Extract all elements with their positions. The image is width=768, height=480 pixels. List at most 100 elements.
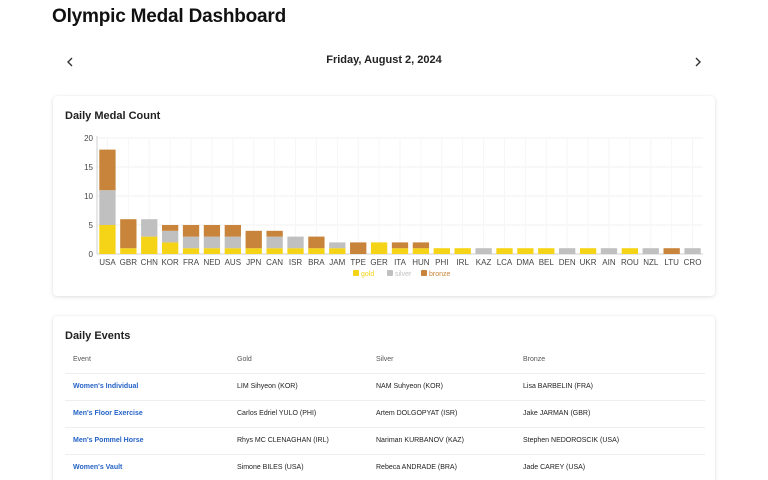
medal-chart-card: Daily Medal Count 0 5 10 15 20 USA GBR CHN KOR FR… (53, 96, 715, 296)
bar-silver (329, 242, 346, 249)
x-tick-label: KOR (161, 258, 179, 267)
bar-bronze (182, 225, 200, 237)
x-tick-label: LCA (497, 258, 513, 267)
legend-swatch (353, 270, 359, 276)
x-tick-label: KAZ (476, 258, 492, 267)
events-table-header: Event Gold Silver Bronze (65, 346, 705, 374)
silver-winner: NAM Suhyeon (KOR) (368, 373, 515, 401)
chevron-left-icon[interactable] (58, 50, 82, 74)
bronze-winner: Lisa BARBELIN (FRA) (515, 373, 705, 401)
table-row: Women's Vault Simone BILES (USA) Rebeca … (65, 454, 705, 480)
x-tick-label: LTU (664, 258, 679, 267)
bar-gold (621, 248, 639, 254)
bar-gold (496, 248, 513, 254)
chart-card-title: Daily Medal Count (65, 110, 161, 122)
bar-gold (287, 248, 304, 254)
legend-swatch (387, 270, 393, 276)
bar-silver (475, 248, 492, 254)
bar-gold (266, 248, 283, 254)
bar-gold (538, 248, 555, 254)
bar-bronze (120, 219, 137, 249)
y-tick-label: 0 (89, 250, 94, 259)
bar-bronze (663, 248, 680, 254)
column-header-silver: Silver (368, 346, 515, 374)
x-tick-label: JAM (329, 258, 345, 267)
event-link[interactable]: Men's Pommel Horse (65, 427, 229, 455)
x-tick-label: DEN (559, 258, 576, 267)
x-tick-label: NZL (643, 258, 659, 267)
bar-gold (308, 248, 325, 254)
gold-winner: Rhys MC CLENAGHAN (IRL) (229, 427, 368, 455)
legend-label: bronze (429, 271, 451, 278)
x-tick-label: CRO (684, 258, 702, 267)
y-tick-label: 5 (89, 221, 94, 230)
bar-bronze (224, 225, 241, 237)
legend-label: gold (361, 271, 374, 278)
bar-gold (454, 248, 471, 254)
x-tick-label: AUS (225, 258, 241, 267)
silver-winner: Rebeca ANDRADE (BRA) (368, 454, 515, 480)
bar-bronze (99, 149, 116, 191)
bar-gold (245, 248, 262, 254)
y-tick-label: 20 (84, 134, 93, 143)
bar-gold (182, 248, 200, 254)
bar-gold (141, 236, 158, 254)
legend-swatch (421, 270, 427, 276)
x-tick-label: TPE (350, 258, 366, 267)
x-tick-label: USA (99, 258, 116, 267)
bar-silver (224, 236, 241, 249)
bar-bronze (350, 242, 367, 254)
table-row: Women's Individual LIM Sihyeon (KOR) NAM… (65, 373, 705, 401)
bar-silver (559, 248, 576, 254)
x-tick-label: DMA (516, 258, 534, 267)
bar-silver (600, 248, 618, 254)
page-title: Olympic Medal Dashboard (52, 6, 287, 27)
x-tick-label: CHN (141, 258, 159, 267)
x-tick-label: ROU (621, 258, 639, 267)
table-row: Men's Pommel Horse Rhys MC CLENAGHAN (IR… (65, 427, 705, 455)
bar-gold (433, 248, 450, 254)
bar-bronze (203, 225, 221, 237)
bar-gold (579, 248, 597, 254)
column-header-bronze: Bronze (515, 346, 705, 374)
bar-gold (224, 248, 241, 254)
event-link[interactable]: Women's Individual (65, 373, 229, 401)
x-tick-label: GBR (120, 258, 138, 267)
x-tick-label: GER (370, 258, 388, 267)
x-tick-label: BEL (539, 258, 555, 267)
bar-silver (182, 236, 200, 249)
y-tick-label: 15 (84, 163, 93, 172)
date-navigator: Friday, August 2, 2024 (52, 50, 716, 74)
bar-gold (391, 248, 409, 254)
x-tick-label: IRL (456, 258, 469, 267)
gold-winner: Carlos Edriel YULO (PHI) (229, 400, 368, 428)
bar-bronze (266, 230, 283, 237)
bar-gold (120, 248, 137, 254)
y-tick-label: 10 (84, 192, 93, 201)
bar-silver (161, 230, 179, 243)
events-table: Event Gold Silver Bronze Women's Individ… (65, 346, 705, 480)
table-row: Men's Floor Exercise Carlos Edriel YULO … (65, 400, 705, 428)
medal-count-chart: 0 5 10 15 20 USA GBR CHN KOR FRA NED AUS JPN CAN ISR BR… (84, 134, 703, 278)
bar-bronze (308, 236, 325, 249)
bar-bronze (161, 225, 179, 231)
event-link[interactable]: Men's Floor Exercise (65, 400, 229, 428)
x-tick-label: HUN (412, 258, 430, 267)
bar-silver (684, 248, 701, 254)
x-tick-label: BRA (308, 258, 325, 267)
bar-gold (99, 225, 116, 254)
x-tick-label: UKR (580, 258, 597, 267)
bar-gold (203, 248, 221, 254)
legend-label: silver (395, 271, 412, 278)
bar-bronze (391, 242, 409, 249)
column-header-gold: Gold (229, 346, 368, 374)
daily-events-card: Daily Events Event Gold Silver Bronze Wo… (53, 316, 715, 480)
bar-bronze (412, 242, 430, 249)
x-tick-label: PHI (435, 258, 448, 267)
event-link[interactable]: Women's Vault (65, 454, 229, 480)
x-tick-label: JPN (246, 258, 261, 267)
bar-gold (161, 242, 179, 254)
chevron-right-icon[interactable] (686, 50, 710, 74)
column-header-event: Event (65, 346, 229, 374)
bar-gold (370, 242, 388, 254)
